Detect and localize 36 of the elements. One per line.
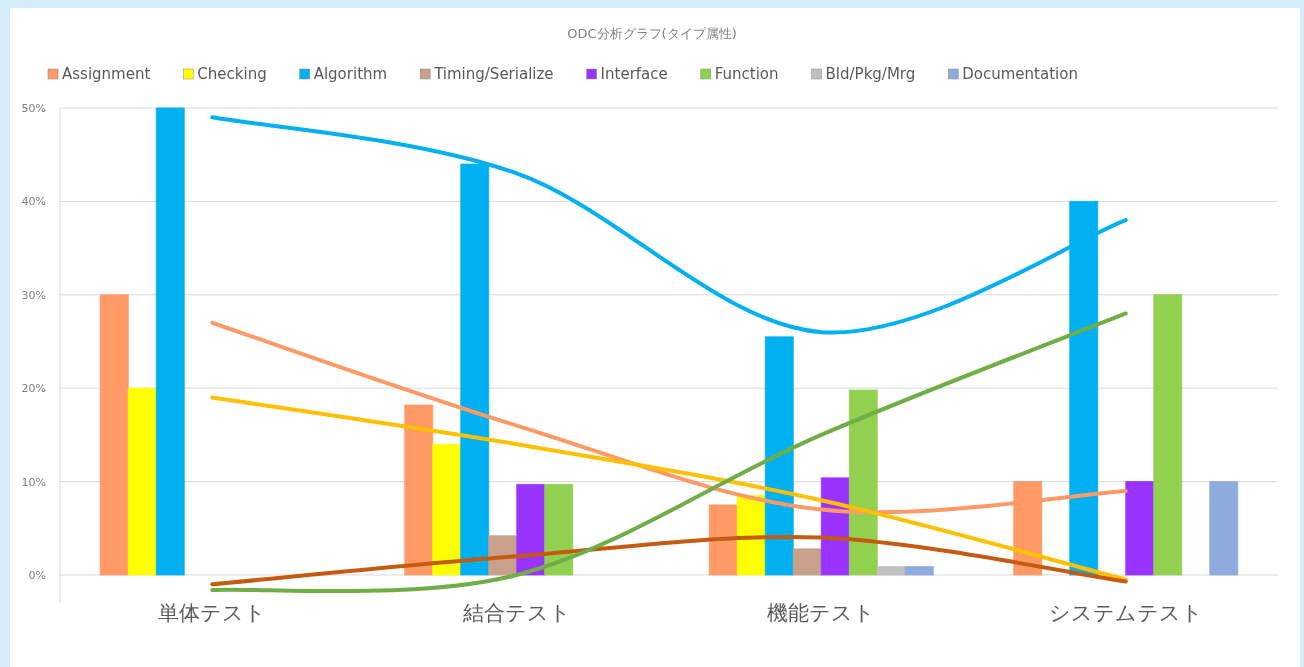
legend-label: Function xyxy=(714,65,779,83)
x-tick-label: 結合テスト xyxy=(461,601,571,625)
y-tick-label: 10% xyxy=(21,475,46,489)
legend-label: Interface xyxy=(600,65,668,83)
line-series xyxy=(210,534,1128,587)
bar xyxy=(904,566,934,576)
y-tick-label: 0% xyxy=(28,568,46,582)
bar xyxy=(764,336,794,576)
y-tick-label: 30% xyxy=(21,288,46,302)
line-series xyxy=(210,395,1128,582)
bar xyxy=(1125,481,1155,576)
bar xyxy=(127,387,157,576)
legend-label: Algorithm xyxy=(313,65,388,83)
legend-label: Timing/Serialize xyxy=(433,65,554,83)
legend-label: Assignment xyxy=(62,65,151,83)
bar xyxy=(848,389,878,576)
bar xyxy=(1153,294,1183,576)
bar xyxy=(432,443,462,576)
legend-label: Checking xyxy=(197,65,267,83)
bar xyxy=(876,566,906,576)
x-tick-label: システムテスト xyxy=(1048,601,1203,625)
bar xyxy=(708,504,738,576)
bar xyxy=(404,404,434,576)
bar xyxy=(792,548,822,576)
legend-label: Bld/Pkg/Mrg xyxy=(825,65,916,83)
x-tick-label: 単体テスト xyxy=(158,601,267,625)
bar xyxy=(544,483,574,576)
y-tick-label: 50% xyxy=(21,102,46,115)
legend-label: Documentation xyxy=(962,65,1078,83)
bar xyxy=(155,107,185,576)
x-tick-label: 機能テスト xyxy=(767,601,876,625)
y-tick-label: 40% xyxy=(21,195,46,209)
chart-title: ODC分析グラフ(タイプ属性) xyxy=(567,26,737,41)
bar xyxy=(1209,481,1239,576)
bar xyxy=(99,294,129,576)
y-tick-label: 20% xyxy=(21,382,46,396)
